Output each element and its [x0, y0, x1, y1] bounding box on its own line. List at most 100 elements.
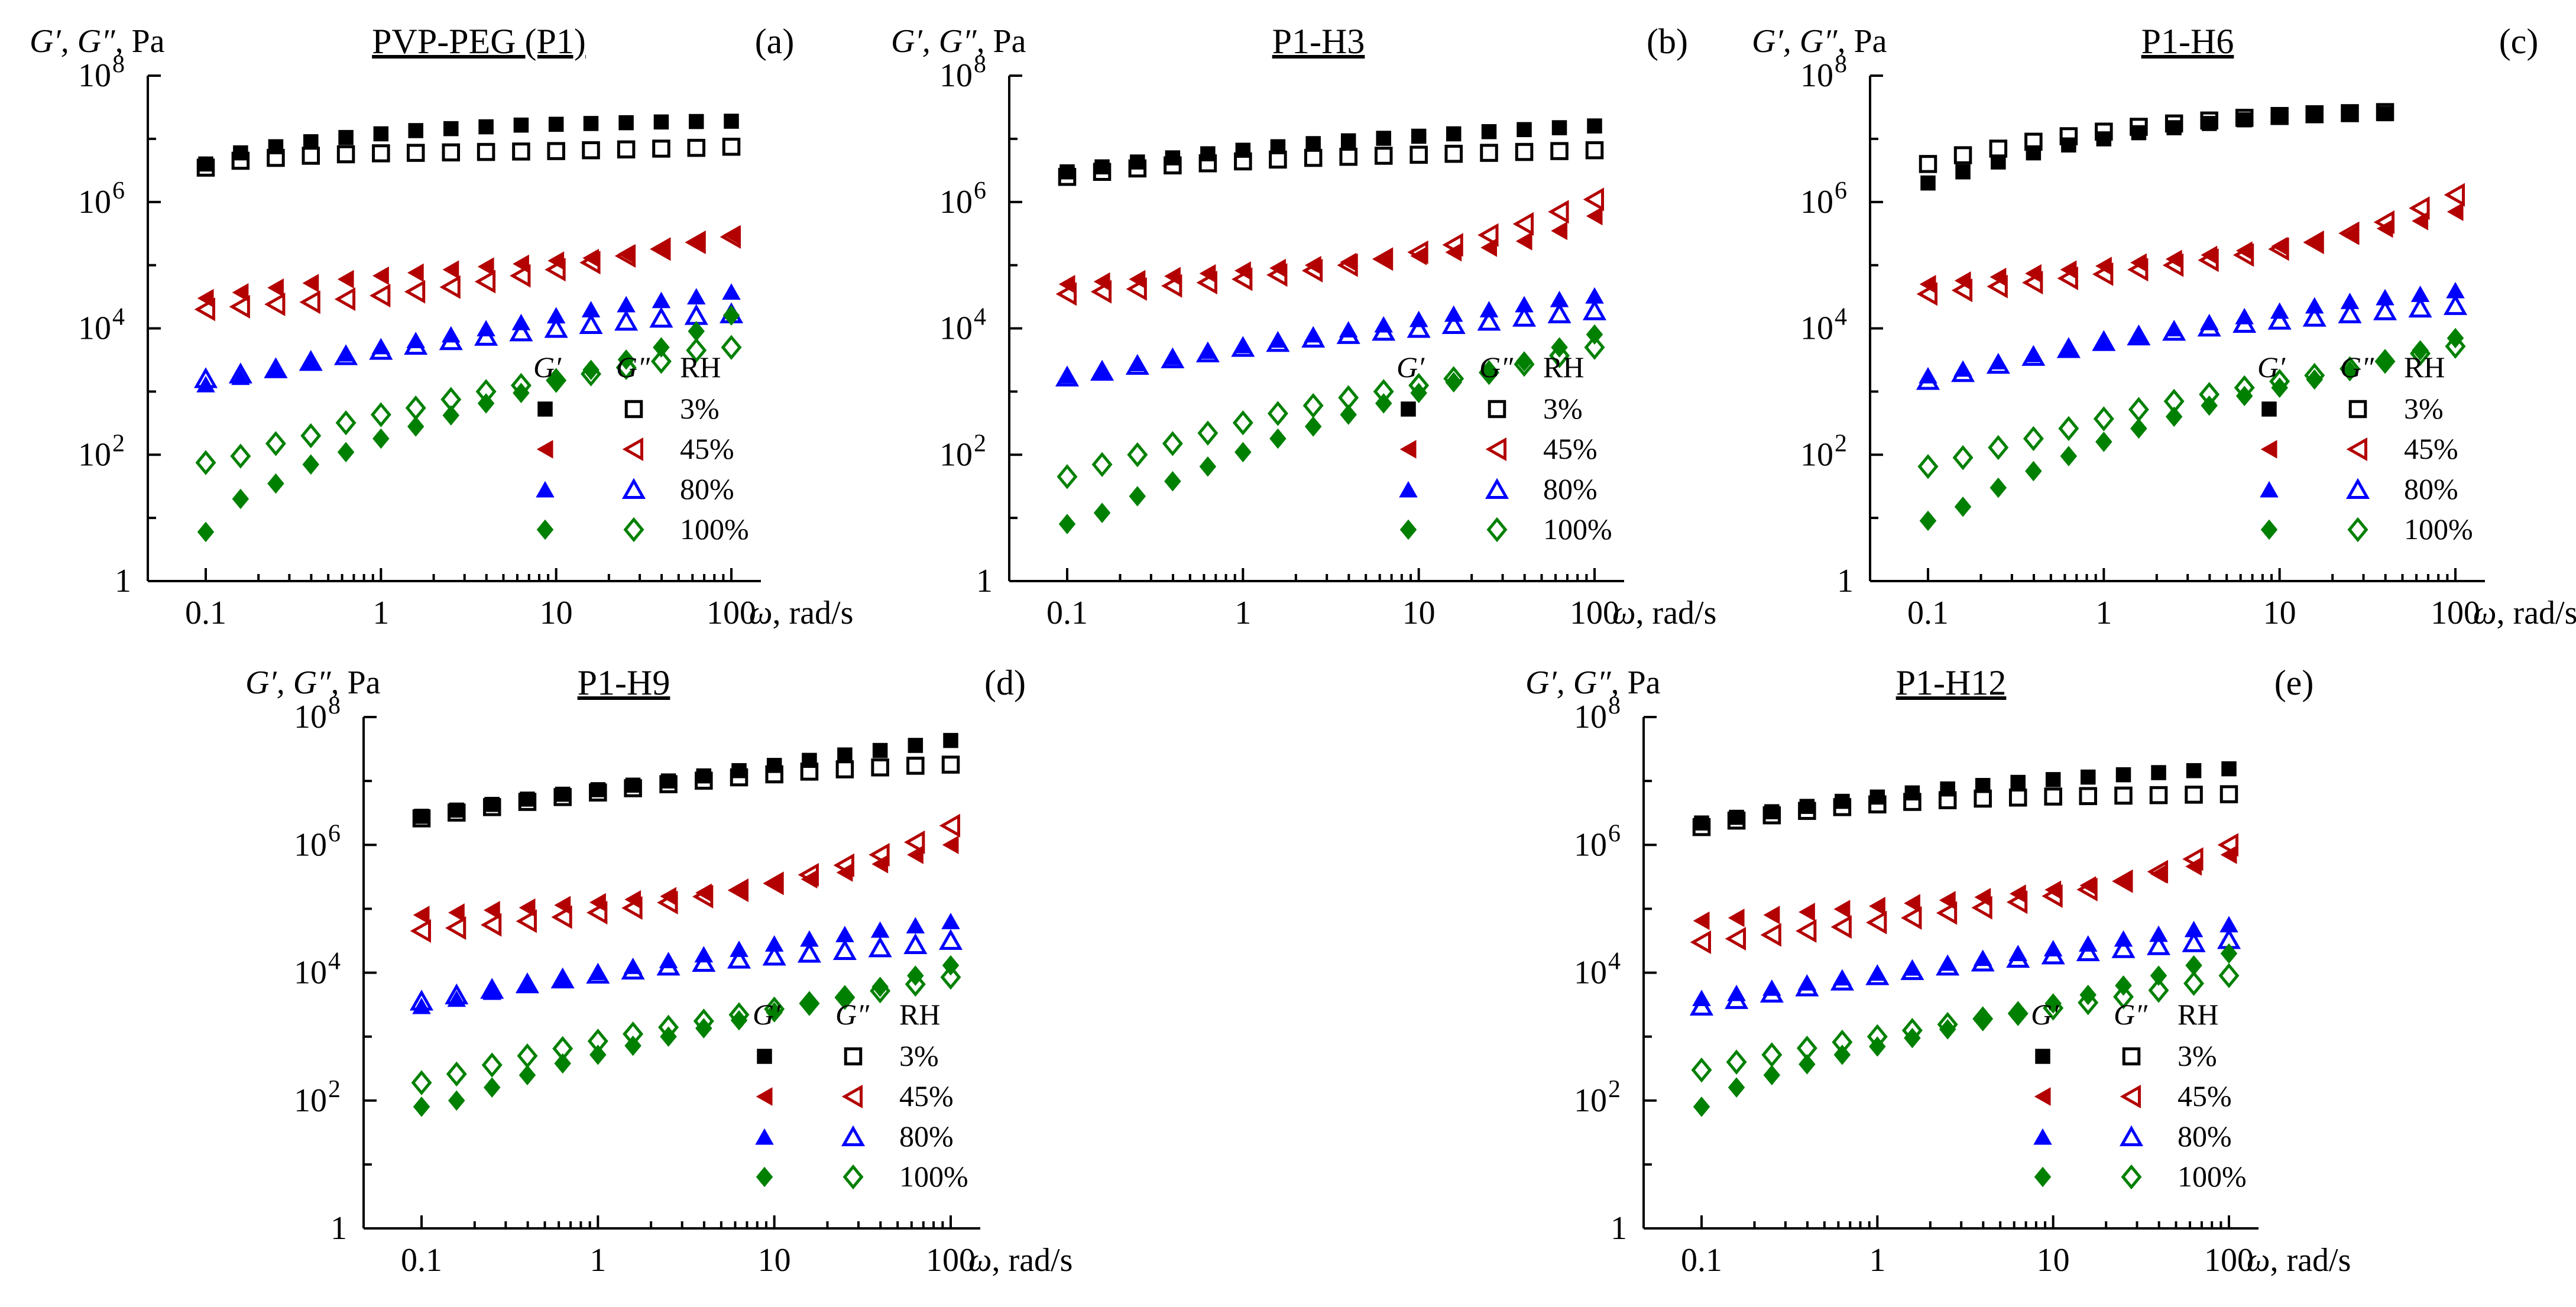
data-point	[2021, 345, 2046, 366]
data-point	[832, 939, 857, 961]
x-tick-label: 1	[2095, 595, 2112, 631]
data-point	[1796, 919, 1817, 943]
data-point	[1376, 131, 1391, 146]
series-Gpp-3pct	[1692, 785, 2238, 836]
data-point	[1090, 280, 1112, 304]
data-point	[478, 119, 494, 135]
data-point	[1989, 140, 2008, 158]
data-point	[1833, 1045, 1851, 1065]
data-point	[2443, 294, 2468, 315]
data-point	[688, 113, 704, 129]
x-axis-label: ω, rad/s	[2247, 1242, 2351, 1279]
data-point	[1916, 282, 1937, 306]
data-point	[2112, 869, 2133, 893]
y-tick-exponent: 4	[1835, 304, 1847, 331]
data-point	[1586, 324, 1603, 345]
data-point	[2006, 946, 2030, 968]
data-point	[1833, 798, 1852, 816]
data-point	[1972, 1006, 1994, 1032]
data-point	[1833, 900, 1851, 919]
data-point	[1987, 274, 2008, 299]
data-point	[411, 1070, 432, 1095]
data-point	[765, 765, 783, 784]
y-tick-exponent: 6	[112, 177, 125, 205]
series-Gp-45pct	[413, 835, 959, 925]
data-point	[2076, 940, 2100, 961]
data-point	[2131, 125, 2147, 141]
data-point	[2444, 183, 2465, 207]
data-point	[1550, 142, 1569, 160]
data-point	[2182, 847, 2204, 871]
y-tick-label: 10	[78, 57, 111, 94]
data-point	[2306, 369, 2323, 390]
data-point	[1689, 994, 1714, 1016]
data-point	[728, 1002, 750, 1027]
data-point	[1410, 382, 1427, 404]
data-point	[581, 301, 601, 317]
series-Gpp-3pct	[1058, 141, 1604, 186]
x-tick-label: 0.1	[401, 1242, 442, 1279]
data-point	[548, 116, 564, 132]
data-point	[519, 898, 536, 917]
data-point	[1726, 1049, 1747, 1075]
data-point	[1372, 320, 1396, 341]
data-point	[1953, 146, 1972, 164]
data-point	[906, 757, 925, 775]
data-point	[1728, 909, 1745, 927]
data-point	[554, 1053, 571, 1074]
data-point	[2094, 332, 2114, 349]
legend-header-storage: G′	[2031, 998, 2059, 1031]
data-point	[1094, 159, 1110, 175]
x-tick-label: 10	[540, 595, 573, 631]
data-point	[193, 367, 218, 388]
series-Gpp-80pct	[409, 929, 963, 1011]
data-point	[1198, 154, 1217, 173]
data-point	[940, 964, 961, 990]
data-point	[1937, 1011, 1958, 1037]
data-point	[334, 287, 356, 312]
legend-marker-loss	[2122, 1047, 2141, 1066]
data-point	[614, 244, 636, 268]
data-point	[413, 1096, 430, 1117]
y-tick-label: 10	[1800, 436, 1833, 473]
series-Gp-3pct	[1694, 761, 2237, 831]
series-Gpp-100pct	[1917, 333, 2466, 479]
data-point	[547, 142, 565, 160]
data-point	[2445, 333, 2466, 359]
data-point	[2412, 340, 2429, 361]
data-point	[653, 114, 669, 130]
data-point	[906, 917, 925, 933]
y-tick-exponent: 2	[112, 430, 125, 457]
data-point	[2338, 302, 2362, 323]
data-point	[1936, 954, 1960, 976]
legend-marker-loss	[841, 1125, 866, 1146]
data-point	[2115, 767, 2131, 783]
legend-header-loss: G″	[1479, 351, 1514, 384]
legend-marker-loss	[2120, 1084, 2141, 1109]
legend-marker-loss	[2348, 400, 2367, 419]
data-point	[1231, 336, 1255, 357]
data-point	[1515, 296, 1534, 313]
legend-label: 45%	[2178, 1079, 2232, 1113]
panel-letter: (a)	[755, 22, 795, 61]
legend-marker-loss	[2119, 1125, 2144, 1146]
data-point	[582, 141, 600, 160]
data-point	[302, 454, 320, 475]
legend-marker-loss	[2347, 517, 2368, 543]
data-point	[2147, 860, 2169, 884]
legend-marker-storage	[755, 1128, 774, 1145]
legend-marker-storage	[2034, 1166, 2052, 1188]
series-Gpp-80pct	[1916, 294, 2468, 390]
y-tick-exponent: 2	[1608, 1076, 1621, 1103]
data-point	[764, 996, 785, 1022]
data-point	[2058, 416, 2079, 442]
data-point	[266, 361, 286, 378]
legend-header-rh: RH	[2178, 998, 2218, 1031]
data-point	[617, 296, 636, 313]
data-point	[2023, 426, 2044, 452]
data-point	[1266, 330, 1290, 352]
data-point	[2341, 361, 2358, 382]
data-point	[1444, 144, 1463, 163]
y-tick-exponent: 8	[1835, 51, 1847, 78]
